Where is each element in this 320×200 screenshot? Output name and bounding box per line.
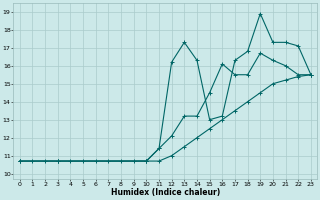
X-axis label: Humidex (Indice chaleur): Humidex (Indice chaleur) (111, 188, 220, 197)
